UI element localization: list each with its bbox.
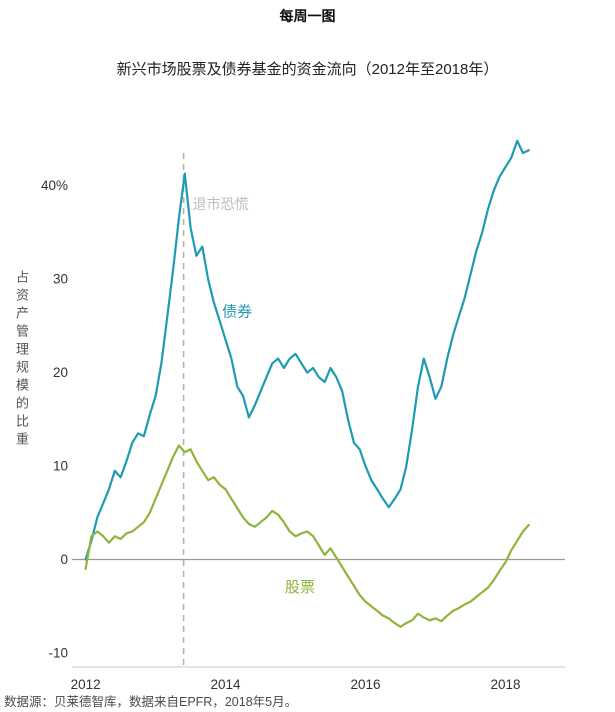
y-tick-label: 10 [53,459,68,474]
x-tick-label: 2018 [490,677,520,692]
y-tick-label: -10 [48,645,68,660]
y-tick-label: 20 [53,365,68,380]
x-tick-label: 2016 [351,677,381,692]
series-label-bonds: 债券 [222,304,252,321]
annotation-taper-tantrum: 退市恐慌 [193,196,249,212]
source-note: 数据源：贝莱德智库，数据来自EPFR，2018年5月。 [4,695,298,709]
chart-subtitle: 新兴市场股票及债券基金的资金流向（2012年至2018年） [116,61,499,78]
y-axis-label: 占资产管理规模的比重 [14,270,29,450]
page-title: 每周一图 [279,8,336,24]
series-label-equities: 股票 [285,579,315,596]
x-tick-label: 2014 [211,677,242,692]
series-line-bonds [84,139,530,561]
y-tick-label: 0 [60,552,68,567]
y-tick-label: 30 [53,272,68,287]
y-tick-label: 40% [41,178,68,193]
series-line-equities [84,444,530,628]
x-tick-label: 2012 [71,677,101,692]
